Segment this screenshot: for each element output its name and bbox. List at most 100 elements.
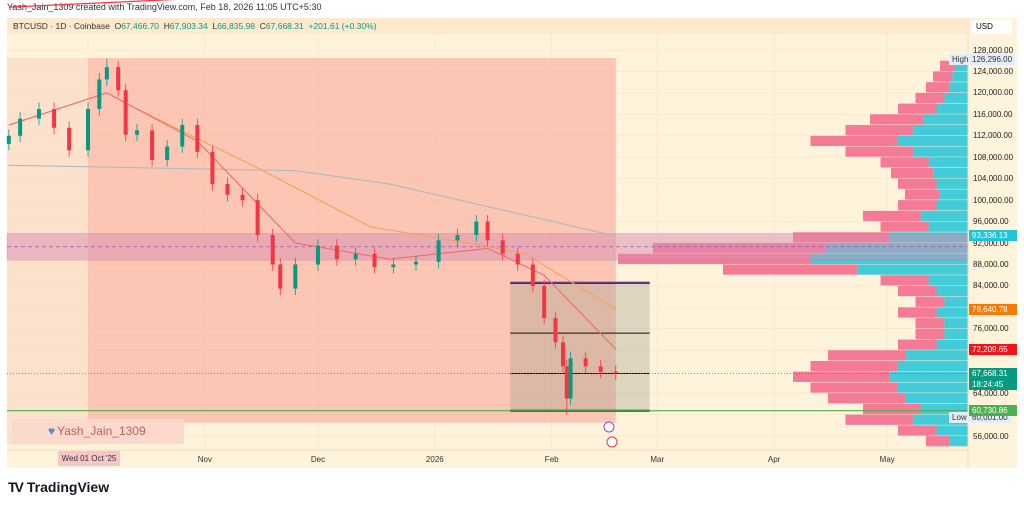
- close-label: C: [259, 21, 266, 31]
- time-tick-label: Dec: [310, 455, 326, 464]
- volume-profile-bar: [912, 146, 968, 157]
- change-value: +201.61 (+0.30%): [308, 21, 377, 31]
- price-tick-label: 112,000.00: [973, 131, 1013, 141]
- candle-body: [455, 234, 460, 241]
- candle-body: [97, 79, 102, 109]
- volume-profile-bar: [944, 318, 968, 329]
- candle-body: [278, 264, 283, 289]
- price-badge: 60,730.86: [969, 405, 1017, 417]
- candle-body: [135, 130, 140, 135]
- candle-body: [436, 240, 441, 262]
- volume-profile-bar: [898, 285, 937, 297]
- chart-credit: Yash_Jain_1309 created with TradingView.…: [7, 2, 322, 12]
- candle-body: [36, 108, 41, 119]
- volume-profile-bar: [898, 425, 937, 436]
- price-tick-label: 124,000.00: [973, 66, 1014, 76]
- high-value: 67,903.34: [169, 21, 208, 31]
- volume-profile-bar: [898, 103, 937, 114]
- time-tick-label: Nov: [197, 455, 212, 464]
- close-value: 67,668.31: [265, 21, 304, 31]
- price-badge-value: 72,209.65: [972, 344, 1008, 354]
- price-tick-label: 120,000.00: [973, 88, 1014, 98]
- fib-box: [510, 283, 650, 411]
- moving-average-line: [136, 108, 617, 310]
- time-tick-label: Feb: [544, 455, 559, 464]
- candle-body: [485, 221, 490, 241]
- candle-body: [564, 366, 569, 399]
- volume-profile-bar: [949, 436, 968, 447]
- volume-profile-bar: [897, 382, 968, 393]
- price-badge: 72,209.65: [969, 343, 1017, 355]
- crosshair-date-label: Wed 01 Oct '25: [58, 451, 120, 466]
- volume-profile-bar: [905, 393, 968, 404]
- volume-profile-bar: [933, 71, 953, 82]
- volume-profile-bar: [880, 221, 929, 232]
- low-value: 60,001.00: [969, 411, 1011, 423]
- volume-profile-bar: [940, 60, 956, 71]
- volume-profile-bar: [828, 350, 905, 361]
- volume-profile-bar: [810, 360, 898, 372]
- volume-profile-bar: [898, 178, 937, 189]
- candle-body: [6, 135, 11, 144]
- volume-profile-bar: [926, 82, 950, 93]
- price-tick-label: 88,000.00: [973, 259, 1009, 269]
- candle-body: [52, 108, 57, 128]
- candle-body: [86, 108, 90, 151]
- candle-body: [255, 200, 260, 235]
- volume-profile-bar: [889, 371, 968, 382]
- price-tick-label: 92,000.00: [973, 238, 1009, 248]
- volume-profile-bar: [723, 264, 858, 275]
- high-label: High: [949, 53, 972, 65]
- candle-body: [613, 371, 618, 374]
- tradingview-logo[interactable]: TV TradingView: [8, 479, 109, 495]
- volume-profile-bar: [915, 92, 945, 104]
- candle-body: [474, 221, 479, 235]
- volume-profile-bar: [920, 403, 968, 415]
- volume-profile-bar: [905, 350, 968, 361]
- price-badge-value: 93,336.13: [972, 231, 1008, 241]
- volume-profile-bar: [793, 371, 890, 382]
- price-badge-value: 60,730.86: [972, 406, 1008, 416]
- candle-body: [530, 264, 535, 286]
- price-tick-label: 108,000.00: [973, 152, 1014, 162]
- price-badge: 79,640.78: [969, 303, 1017, 315]
- price-tick-label: 96,000.00: [973, 217, 1009, 227]
- candle-body: [500, 240, 505, 254]
- heart-icon: ♥: [48, 424, 56, 438]
- volume-profile-bar: [920, 210, 968, 222]
- candle-body: [372, 253, 377, 268]
- low-value: 66,835.98: [217, 21, 256, 31]
- candle-body: [568, 358, 573, 399]
- time-tick-label: May: [879, 455, 895, 464]
- price-tick-label: 128,000.00: [973, 45, 1014, 55]
- candle-body: [553, 318, 558, 343]
- candle-body: [225, 184, 230, 195]
- candle-body: [515, 253, 520, 265]
- price-tick-label: 64,000.00: [973, 388, 1009, 398]
- volume-profile-bar: [944, 92, 968, 104]
- volume-profile-bar: [915, 328, 945, 340]
- volume-profile-bar: [845, 125, 913, 136]
- candle-body: [315, 245, 320, 265]
- candle-body: [116, 67, 121, 91]
- price-badge-value: 79,640.78: [972, 304, 1008, 314]
- bar-countdown: 18:24:45: [972, 379, 1004, 389]
- currency-button[interactable]: USD: [972, 20, 1012, 34]
- volume-profile-bar: [936, 307, 968, 318]
- candle-body: [561, 342, 566, 367]
- volume-profile-bar: [939, 189, 968, 200]
- time-tick-label: Mar: [650, 455, 665, 464]
- high-label: H: [163, 21, 170, 31]
- candle-body: [391, 264, 396, 268]
- volume-profile-bar: [912, 414, 968, 425]
- candle-body: [413, 261, 418, 265]
- author-watermark: ♥ Yash_Jain_1309: [12, 419, 184, 444]
- volume-profile-bar: [912, 125, 968, 136]
- volume-profile-bar: [936, 285, 968, 297]
- candle-body: [123, 90, 128, 135]
- time-tick-label: 2026: [425, 455, 444, 464]
- volume-profile-bar: [857, 264, 968, 275]
- volume-profile-bar: [944, 296, 968, 307]
- symbol-legend: BTCUSD · 1D · Coinbase O67,466.70 H67,90…: [7, 18, 968, 34]
